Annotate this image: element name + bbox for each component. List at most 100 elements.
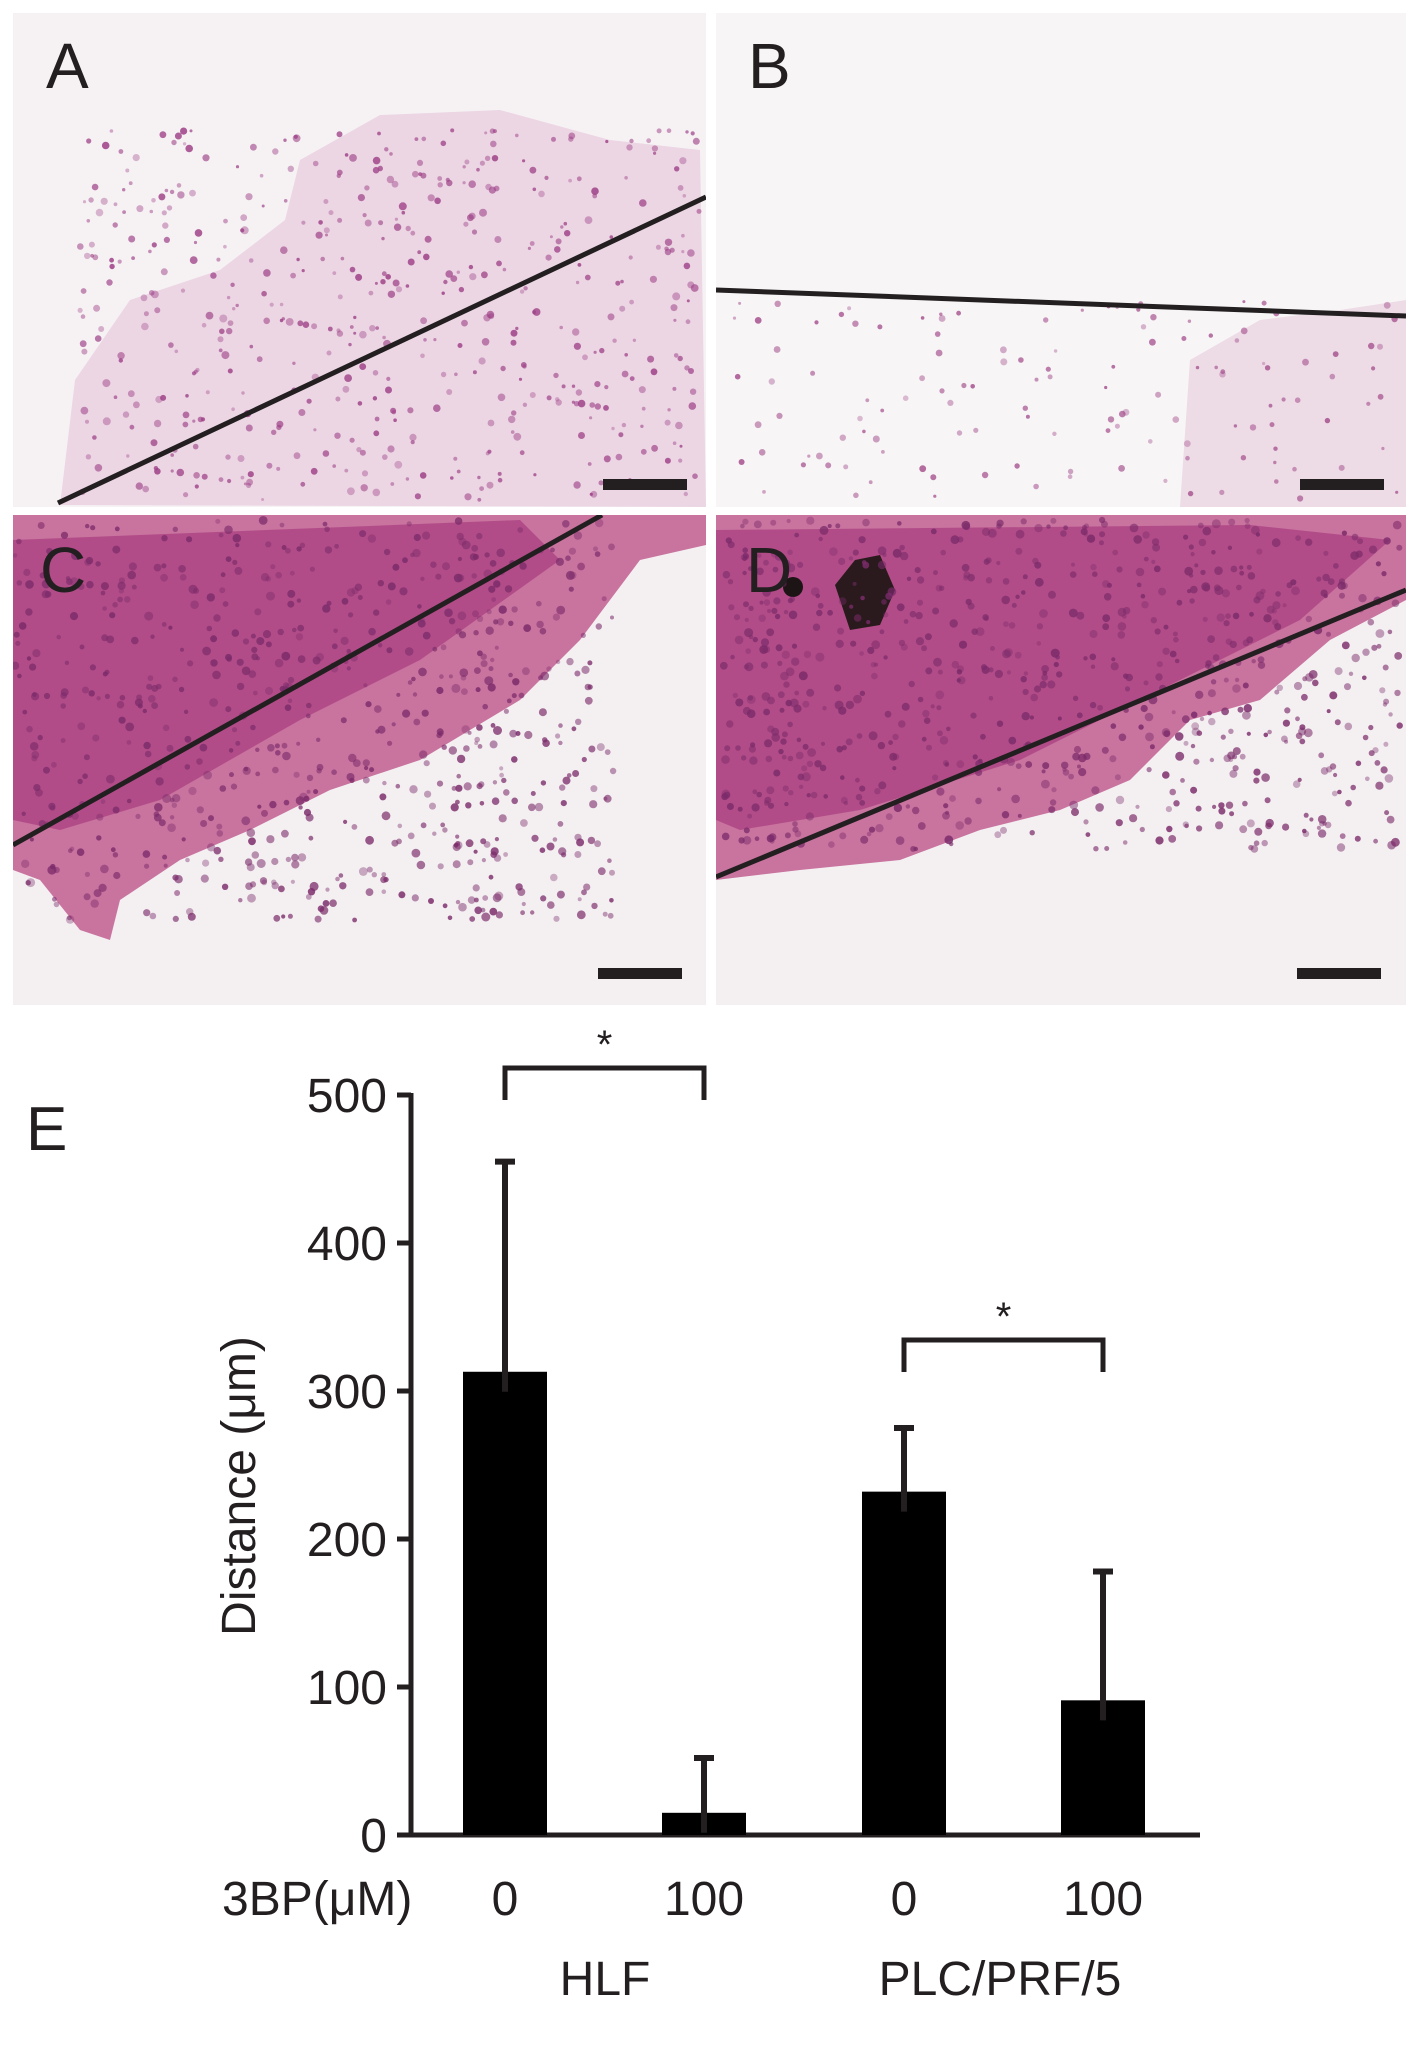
cell-dot [930,704,935,709]
cell-dot [1032,557,1039,565]
cell-dot [810,587,820,597]
cell-dot [983,558,990,565]
cell-dot [94,335,102,342]
cell-dot [303,808,312,817]
cell-dot [236,682,245,691]
cell-dot [950,535,960,544]
cell-dot [1229,769,1238,778]
dark-debris [783,577,803,597]
cell-dot [387,740,393,746]
cell-dot [335,876,340,882]
stained-cells [13,516,617,924]
cell-dot [1208,717,1216,726]
panel-letter-e: E [26,1095,67,1164]
cell-dot [169,189,175,195]
cell-dot [584,696,593,705]
cell-dot [742,556,747,562]
cell-dot [1272,601,1281,610]
cell-dot [1163,730,1171,738]
cell-dot [1230,565,1238,573]
x-tick-label: 0 [891,1873,918,1926]
cell-dot [1025,414,1030,419]
y-tick-label: 0 [360,1810,387,1863]
cell-dot [227,478,232,484]
cell-dot [144,750,152,758]
cell-dot [1261,773,1270,782]
cell-dot [1207,689,1216,698]
cell-dot [744,662,754,672]
cell-dot [372,396,378,401]
cell-dot [112,602,118,608]
cell-dot [491,155,499,162]
cell-dot [410,440,415,445]
cell-dot [587,462,592,466]
cell-dot [491,597,497,602]
cell-dot [185,144,193,153]
cell-dot [133,401,140,409]
cell-dot [60,688,69,697]
cell-dot [85,454,92,460]
cell-dot [1080,528,1088,536]
cell-dot [1078,768,1087,777]
cell-dot [902,395,909,402]
cell-sheet [1180,300,1406,507]
cell-dot [153,563,162,572]
cell-dot [427,194,435,202]
cell-dot [500,365,506,372]
cell-dot [162,854,168,860]
cell-dot [1175,751,1185,761]
cell-dot [472,370,477,375]
cell-dot [406,521,412,527]
cell-dot [487,419,495,427]
cell-dot [840,775,845,780]
cell-dot [487,449,492,454]
cell-dot [1320,589,1328,597]
cell-dot [741,755,747,761]
cell-dot [1071,808,1079,817]
cell-dot [675,421,683,430]
cell-dot [785,559,790,565]
cell-dot [1000,358,1008,366]
cell-dot [933,494,937,498]
cell-dot [1329,373,1336,380]
cell-dot [235,543,240,548]
cell-dot [331,643,338,650]
cell-dot [316,768,322,774]
cell-dot [818,536,823,542]
cell-dot [336,131,343,138]
cell-dot [527,246,532,250]
cell-dot [284,704,292,711]
cell-dot [387,582,396,591]
cell-dot [805,812,815,821]
cell-dot [210,635,218,643]
cell-dot [420,822,427,829]
cell-dot [1071,562,1075,567]
cell-dot [679,157,687,165]
cell-dot [793,704,802,713]
cell-dot [1049,799,1057,806]
cell-dot [450,275,458,282]
cell-dot [1199,716,1205,722]
cell-dot [686,299,690,303]
cell-dot [1351,533,1359,541]
cell-dot [1162,771,1170,779]
cell-dot [1318,752,1325,759]
cell-dot [766,628,775,637]
cell-dot [748,605,754,612]
cell-dot [763,800,770,806]
cell-dot [726,720,734,728]
cell-dot [374,416,380,422]
cell-dot [131,256,136,260]
cell-dot [996,560,1001,566]
cell-dot [722,570,731,579]
cell-dot [1022,688,1029,696]
cell-dot [1358,594,1367,603]
cell-dot [1034,524,1043,533]
cell-dot [257,804,262,809]
cell-dot [1181,715,1190,724]
cell-dot [407,680,413,685]
cell-dot [442,903,448,909]
cell-dot [477,650,483,657]
cell-dot [21,811,26,816]
cell-dot [1115,795,1125,805]
